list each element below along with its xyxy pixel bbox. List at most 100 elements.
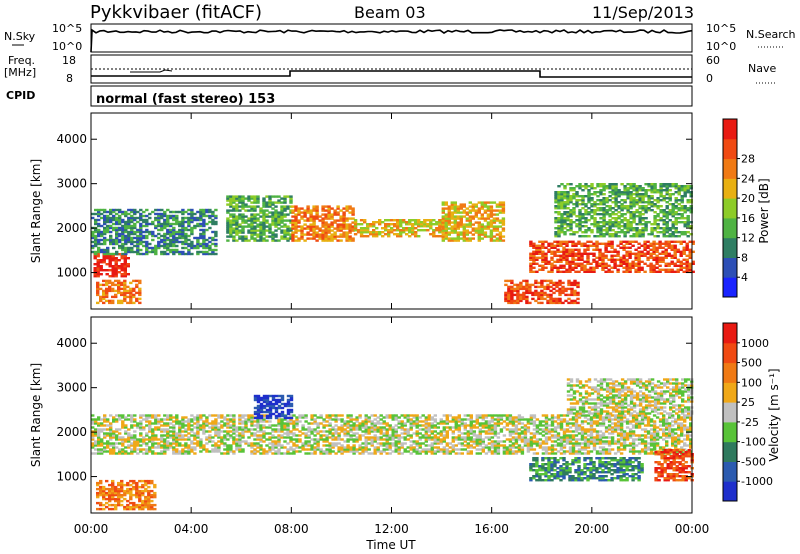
power-cell — [453, 221, 457, 224]
velocity-cell — [175, 432, 179, 435]
power-cell — [154, 250, 158, 254]
velocity-cell — [352, 440, 356, 443]
power-cell — [574, 248, 578, 251]
velocity-cell — [298, 420, 302, 423]
power-cell — [351, 225, 355, 228]
power-cell — [271, 215, 275, 218]
power-cell — [629, 223, 633, 226]
power-cell — [519, 283, 523, 287]
velocity-cell — [352, 432, 356, 435]
velocity-cell — [151, 450, 155, 453]
power-cell — [617, 215, 621, 218]
power-cell — [163, 238, 167, 242]
power-cell — [115, 240, 119, 244]
velocity-cell — [319, 452, 323, 455]
power-cell — [574, 258, 578, 261]
power-cell — [132, 289, 136, 293]
power-cell — [154, 252, 158, 256]
velocity-cell — [205, 436, 209, 439]
power-cell — [483, 227, 488, 230]
velocity-cell — [394, 416, 398, 419]
power-cell — [342, 215, 346, 218]
velocity-cell — [346, 420, 350, 423]
power-cell — [447, 237, 451, 240]
power-cell — [683, 217, 687, 220]
velocity-cell — [241, 416, 245, 419]
velocity-cell — [160, 430, 164, 433]
power-cell — [483, 233, 488, 236]
power-cell — [562, 252, 566, 255]
power-cell — [256, 223, 260, 226]
power-cell — [619, 262, 623, 265]
velocity-cell — [313, 452, 317, 455]
velocity-cell — [175, 448, 179, 451]
power-cell — [575, 185, 579, 188]
velocity-cell — [397, 420, 401, 423]
velocity-cell — [430, 448, 434, 451]
power-cell — [560, 183, 564, 186]
velocity-cell — [229, 430, 233, 433]
power-cell — [178, 228, 182, 232]
power-cell — [635, 185, 639, 188]
velocity-cell — [103, 442, 107, 445]
power-cell — [187, 220, 191, 224]
power-cell — [166, 228, 170, 232]
power-cell — [336, 225, 340, 228]
velocity-cell — [223, 452, 227, 455]
power-cell — [280, 215, 284, 218]
power-cell — [133, 208, 137, 212]
power-cell — [525, 279, 529, 283]
power-cell — [623, 223, 627, 226]
velocity-cell — [385, 452, 389, 455]
power-cell — [677, 191, 681, 194]
velocity-cell — [256, 444, 260, 447]
power-cell — [342, 227, 346, 230]
velocity-cell — [364, 438, 368, 441]
power-cell — [456, 237, 460, 240]
power-cell — [121, 236, 125, 240]
velocity-cell — [151, 436, 155, 439]
power-cell — [378, 231, 382, 234]
velocity-cell — [334, 436, 338, 439]
power-cell — [647, 201, 651, 204]
power-cell — [280, 235, 284, 238]
power-cell — [629, 227, 633, 230]
velocity-cell — [421, 414, 425, 417]
power-cell — [366, 231, 370, 234]
velocity-cell — [328, 414, 332, 417]
velocity-cell — [253, 452, 257, 455]
power-cell — [109, 236, 113, 240]
power-cell — [120, 291, 124, 295]
power-cell — [640, 260, 644, 263]
velocity-cell — [241, 440, 245, 443]
power-cell — [214, 230, 218, 234]
power-cell — [190, 230, 194, 234]
velocity-cell — [343, 424, 347, 427]
power-cell — [117, 259, 121, 262]
power-cell — [671, 205, 675, 208]
power-cell — [575, 225, 579, 228]
velocity-cell — [367, 432, 371, 435]
velocity-cell — [367, 452, 371, 455]
power-cell — [351, 227, 355, 230]
power-cell — [586, 268, 590, 271]
power-cell — [250, 215, 254, 218]
power-cell — [644, 225, 648, 228]
power-cell — [550, 270, 554, 273]
power-cell — [136, 244, 140, 248]
power-cell — [596, 195, 600, 198]
power-cell — [109, 218, 113, 222]
power-cell — [668, 229, 672, 232]
power-cell — [96, 285, 100, 289]
velocity-cell — [232, 452, 236, 455]
power-cell — [235, 215, 239, 218]
power-cell — [193, 216, 197, 220]
velocity-cell — [340, 418, 344, 421]
power-cell — [546, 283, 550, 287]
power-cell — [638, 217, 642, 220]
power-cell — [566, 219, 570, 222]
power-cell — [205, 252, 209, 256]
velocity-cell — [274, 428, 278, 431]
power-cell — [247, 239, 251, 242]
power-cell — [589, 244, 593, 247]
